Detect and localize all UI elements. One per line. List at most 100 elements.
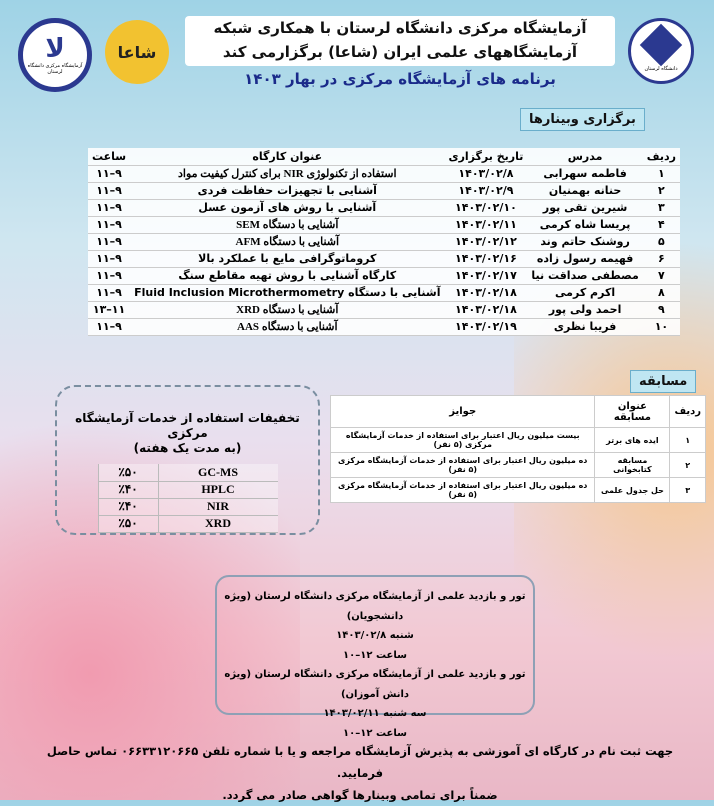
certificate-note: ضمناً برای تمامی وبینارها گواهی صادر می … xyxy=(222,788,498,802)
table-row: ۷ مصطفی صداقت نیا ۱۴۰۳/۰۲/۱۷ کارگاه آشنایی … xyxy=(88,267,681,285)
table-row: ۲ حنانه بهمنیان ۱۴۰۳/۰۲/۹ آشنایی با تجهیزات… xyxy=(88,182,681,200)
table-row: ۶ فهیمه رسول زاده ۱۴۰۳/۰۲/۱۶ کروماتوگرافی م… xyxy=(88,250,681,268)
table-cell: ۱۱–۱۳ xyxy=(88,301,131,319)
table-cell: ایده های برتر xyxy=(594,427,671,453)
registration-note: جهت ثبت نام در کارگاه ای آموزشی به پذیرش… xyxy=(46,744,674,780)
column-header: ساعت xyxy=(88,148,131,166)
table-cell: احمد ولی پور xyxy=(527,301,643,319)
discount-percent: ٪۴۰ xyxy=(97,498,159,516)
column-header: ردیف xyxy=(642,148,681,166)
shaa-logo: شاعا xyxy=(105,20,169,84)
lorestan-university-logo: دانشگاه لرستان xyxy=(628,18,694,84)
table-cell: ۱۴۰۳/۰۲/۸ xyxy=(444,165,528,183)
column-header: مدرس xyxy=(527,148,643,166)
table-cell: ۹–۱۱ xyxy=(88,318,131,336)
table-cell: ۱۴۰۳/۰۲/۱۸ xyxy=(444,284,528,302)
discounts-table: GC-MS ٪۵۰ HPLC ٪۴۰ NIR ٪۴۰ XRD ٪۵۰ xyxy=(97,464,278,533)
table-cell: ۲ xyxy=(642,182,681,200)
table-cell: آشنایی با دستگاه Fluid Inclusion Microth… xyxy=(130,284,445,302)
table-cell: حنانه بهمنیان xyxy=(527,182,643,200)
table-cell: ۱ xyxy=(642,165,681,183)
tour-line: تور و بازدید علمی از آزمایشگاه مرکزی دان… xyxy=(224,669,526,700)
title-line: آزمایشگاه مرکزی دانشگاه لرستان با همکاری… xyxy=(213,19,587,37)
table-row: XRD ٪۵۰ xyxy=(97,515,278,533)
table-cell: ۹ xyxy=(642,301,681,319)
table-row: ۱ ایده های برتر بیست میلیون ریال اعتبار بر… xyxy=(329,427,706,453)
tour-line: ساعت ۱۲–۱۰ xyxy=(343,727,407,739)
table-cell: ۹–۱۱ xyxy=(88,250,131,268)
discount-percent: ٪۵۰ xyxy=(97,464,159,482)
column-header: جوایز xyxy=(329,395,596,428)
background-decoration xyxy=(0,380,300,800)
instrument-name: XRD xyxy=(157,515,278,533)
logo-caption: دانشگاه لرستان xyxy=(644,66,678,72)
table-cell: ۱۴۰۳/۰۲/۹ xyxy=(444,182,528,200)
shaa-logo-text: شاعا xyxy=(117,42,157,62)
table-cell: بیست میلیون ریال اعتبار برای استفاده از … xyxy=(329,427,596,453)
table-cell: ۹–۱۱ xyxy=(88,284,131,302)
table-cell: آشنایی با دستگاه AAS xyxy=(130,318,445,336)
table-cell: آشنایی با دستگاه XRD xyxy=(130,301,445,319)
discounts-subtitle: (به مدت یک هفته) xyxy=(133,441,242,455)
table-row: GC-MS ٪۵۰ xyxy=(97,464,278,482)
discounts-title: تخفیفات استفاده از خدمات آزمایشگاه مرکزی xyxy=(75,411,300,440)
table-cell: آشنایی با دستگاه AFM xyxy=(130,233,445,251)
table-cell: ۹–۱۱ xyxy=(88,199,131,217)
table-cell: ۱ xyxy=(669,427,706,453)
table-cell: ۱۴۰۳/۰۲/۱۸ xyxy=(444,301,528,319)
table-cell: فاطمه سهرابی xyxy=(527,165,643,183)
table-row: ۲ مسابقه کتابخوانی ده میلیون ریال اعتبار ب… xyxy=(329,452,706,478)
table-row: ۵ روشنک حاتم وند ۱۴۰۳/۰۲/۱۲ آشنایی با دستگا… xyxy=(88,233,681,251)
table-cell: ۹–۱۱ xyxy=(88,233,131,251)
tour-line: شنبه ۱۴۰۳/۰۲/۸ xyxy=(336,630,414,641)
table-cell: ۴ xyxy=(642,216,681,234)
instrument-name: GC-MS xyxy=(157,464,278,482)
table-cell: ۱۰ xyxy=(642,318,681,336)
column-header: عنوان مسابقه xyxy=(594,395,671,428)
table-cell: ۹–۱۱ xyxy=(88,267,131,285)
page-subtitle: برنامه های آزمایشگاه مرکزی در بهار ۱۴۰۳ xyxy=(244,70,556,88)
table-cell: ۱۴۰۳/۰۲/۱۲ xyxy=(444,233,528,251)
page-title: آزمایشگاه مرکزی دانشگاه لرستان با همکاری… xyxy=(185,16,615,66)
table-row: ۸ اکرم کرمی ۱۴۰۳/۰۲/۱۸ آشنایی با دستگاه Flu… xyxy=(88,284,681,302)
webinars-section-label: برگزاری وبینارها xyxy=(520,108,645,131)
table-row: ۳ حل جدول علمی ده میلیون ریال اعتبار برای … xyxy=(329,477,706,503)
table-cell: آشنایی با دستگاه SEM xyxy=(130,216,445,234)
table-cell: ۱۴۰۳/۰۲/۱۰ xyxy=(444,199,528,217)
table-cell: ۱۴۰۳/۰۲/۱۶ xyxy=(444,250,528,268)
table-cell: استفاده از تکنولوژی NIR برای کنترل کیفیت… xyxy=(130,165,445,183)
column-header: تاریخ برگزاری xyxy=(444,148,528,166)
table-row: ۱۰ فریبا نظری ۱۴۰۳/۰۲/۱۹ آشنایی با دستگاه A… xyxy=(88,318,681,336)
discount-percent: ٪۵۰ xyxy=(97,515,159,533)
discount-percent: ٪۴۰ xyxy=(97,481,159,499)
table-cell: کارگاه آشنایی با روش تهیه مقاطع سنگ xyxy=(130,267,445,285)
central-lab-logo: ﻟﺎ آزمایشگاه مرکزی دانشگاه لرستان xyxy=(18,18,92,92)
logo-caption: آزمایشگاه مرکزی دانشگاه لرستان xyxy=(27,63,83,75)
table-cell: ده میلیون ریال اعتبار برای استفاده از خد… xyxy=(329,477,596,503)
table-cell: روشنک حاتم وند xyxy=(527,233,643,251)
footer-note: جهت ثبت نام در کارگاه ای آموزشی به پذیرش… xyxy=(40,740,680,806)
table-row: ۱ فاطمه سهرابی ۱۴۰۳/۰۲/۸ استفاده از تکنولوژ… xyxy=(88,165,681,183)
table-row: ۹ احمد ولی پور ۱۴۰۳/۰۲/۱۸ آشنایی با دستگاه … xyxy=(88,301,681,319)
table-cell: اکرم کرمی xyxy=(527,284,643,302)
table-cell: مسابقه کتابخوانی xyxy=(594,452,671,478)
table-row: HPLC ٪۴۰ xyxy=(97,481,278,499)
table-cell: فریبا نظری xyxy=(527,318,643,336)
table-cell: ۱۴۰۳/۰۲/۱۷ xyxy=(444,267,528,285)
table-cell: ۱۴۰۳/۰۲/۱۹ xyxy=(444,318,528,336)
table-cell: حل جدول علمی xyxy=(594,477,671,503)
table-cell: ۹–۱۱ xyxy=(88,165,131,183)
tour-line: تور و بازدید علمی از آزمایشگاه مرکزی دان… xyxy=(224,591,526,622)
table-cell: ۸ xyxy=(642,284,681,302)
instrument-name: HPLC xyxy=(157,481,278,499)
competition-section-label: مسابقه xyxy=(630,370,697,393)
table-cell: ۳ xyxy=(669,477,706,503)
table-cell: کروماتوگرافی مایع با عملکرد بالا xyxy=(130,250,445,268)
table-cell: ۳ xyxy=(642,199,681,217)
table-cell: ۶ xyxy=(642,250,681,268)
discounts-box: تخفیفات استفاده از خدمات آزمایشگاه مرکزی… xyxy=(55,385,320,535)
table-cell: شیرین تقی پور xyxy=(527,199,643,217)
table-cell: ۹–۱۱ xyxy=(88,182,131,200)
table-cell: آشنایی با روش های آزمون عسل xyxy=(130,199,445,217)
